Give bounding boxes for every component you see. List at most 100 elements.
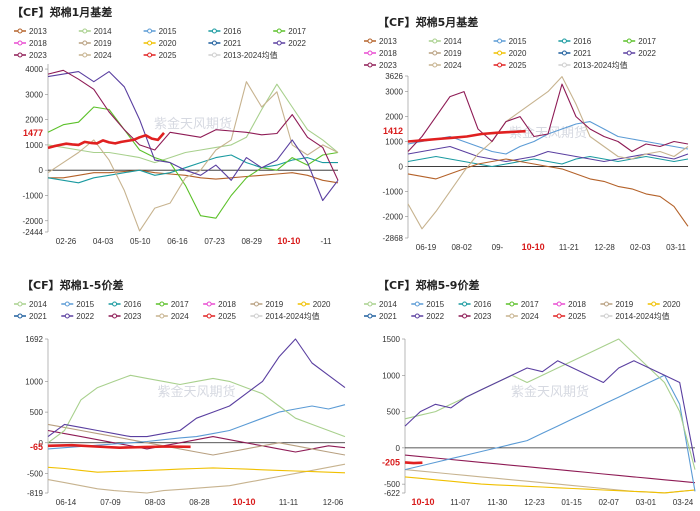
x-tick-label: 08-02	[451, 243, 472, 252]
legend-item-2013-2024: 2013-2024均值	[558, 60, 628, 70]
legend-item-2021: 2021	[558, 49, 592, 58]
series-line-2022	[47, 71, 339, 202]
legend-marker	[462, 301, 468, 307]
legend-marker	[64, 313, 70, 319]
x-tick-label: 10-10	[232, 497, 255, 507]
y-tick-label: 2000	[25, 116, 43, 125]
legend-item-2022: 2022	[273, 39, 307, 48]
series-line-2022	[404, 360, 696, 463]
legend-item-2023: 2023	[364, 61, 397, 70]
legend-marker	[301, 301, 307, 307]
y-tick-label: 1000	[385, 138, 403, 147]
legend-marker	[147, 28, 153, 34]
legend-label: 2017	[521, 300, 539, 309]
series-line-2025	[47, 132, 165, 150]
legend-marker	[253, 313, 259, 319]
legend-label: 2014	[29, 300, 47, 309]
legend-label: 2016	[223, 27, 241, 36]
chart-panel-jan-basis: 【CF】郑棉1月基差 2013 2014 2015 2016 2017 2018 2019 20…	[0, 0, 350, 255]
legend-item-2023: 2023	[458, 312, 492, 321]
legend-item-2018: 2018	[553, 300, 586, 309]
legend-label: 2024	[94, 51, 112, 60]
y-tick-label: -500	[27, 469, 44, 478]
legend-label: 2022	[288, 39, 306, 48]
series-line-2014	[47, 374, 346, 444]
legend-item-2014: 2014	[14, 300, 47, 309]
legend-item-2014: 2014	[78, 27, 112, 36]
legend-label: 2014	[444, 37, 462, 46]
x-tick-label: 05-10	[130, 237, 151, 246]
x-tick-label: 10-10	[411, 497, 434, 507]
legend-label: 2013-2024均值	[573, 60, 627, 70]
series-line-2023	[47, 429, 346, 453]
legend-label: 2013	[29, 27, 47, 36]
legend-item-2022: 2022	[623, 49, 657, 58]
series-line-2019	[47, 423, 346, 456]
legend-label: 2024	[171, 312, 189, 321]
legend-marker	[211, 40, 217, 46]
y-tick-label: 0	[399, 162, 404, 171]
series-line-2017	[47, 106, 339, 219]
legend-marker	[206, 301, 212, 307]
chart-svg-5-9-spread: 【CF】郑棉5-9价差 2014 2015 2016 2017 2018 2019 2020 2…	[364, 278, 696, 507]
legend-label: 2019	[444, 49, 462, 58]
x-tick-label: 07-23	[204, 237, 225, 246]
legend-marker	[367, 38, 373, 44]
legend-item-2016: 2016	[208, 27, 242, 36]
legend-item-2014-2024: 2014-2024均值	[250, 311, 320, 321]
legend-item-2020: 2020	[143, 39, 177, 48]
legend-label: 2023	[379, 61, 397, 70]
legend-label: 2015	[426, 300, 444, 309]
current-value-label: 1477	[23, 128, 43, 138]
legend-label: 2021	[379, 312, 397, 321]
y-tick-label: 500	[387, 408, 401, 417]
legend-item-2025: 2025	[203, 312, 236, 321]
legend-label: 2022	[638, 49, 656, 58]
legend-item-2015: 2015	[411, 300, 445, 309]
legend-label: 2022	[76, 312, 94, 321]
series-line-2022	[47, 338, 346, 438]
legend-label: 2020	[313, 300, 331, 309]
x-tick-label: 06-14	[56, 498, 77, 507]
legend-marker	[159, 313, 165, 319]
legend-item-2016: 2016	[558, 37, 592, 46]
x-tick-label: 11-11	[279, 498, 299, 507]
y-tick-label: 3000	[385, 88, 403, 97]
y-tick-label: -819	[27, 489, 44, 498]
legend-item-2017: 2017	[273, 27, 307, 36]
legend-marker	[497, 62, 503, 68]
y-tick-label: -2444	[23, 228, 44, 237]
legend-label: 2020	[509, 49, 527, 58]
x-tick-label: 03-11	[666, 243, 686, 252]
legend-marker	[17, 301, 23, 307]
x-tick-label: 12-06	[323, 498, 344, 507]
y-tick-label: 0	[39, 439, 44, 448]
legend-item-2021: 2021	[364, 312, 397, 321]
series-line-2024	[47, 463, 346, 494]
y-tick-label: 0	[396, 444, 401, 453]
series-line-2022	[407, 145, 689, 163]
legend-label: 2018	[379, 49, 397, 58]
series-line-2015	[47, 404, 346, 450]
legend-marker	[414, 313, 420, 319]
legend-item-2017: 2017	[155, 300, 189, 309]
x-tick-label: 01-15	[561, 498, 582, 507]
legend-item-2024: 2024	[428, 61, 462, 70]
legend-marker	[432, 38, 438, 44]
legend-marker	[626, 38, 632, 44]
legend-label: 2016	[573, 37, 591, 46]
legend-item-2018: 2018	[14, 39, 47, 48]
current-value-label: -205	[382, 458, 400, 468]
chart-panel-may-basis: 【CF】郑棉5月基差 2013 2014 2015 2016 2017 2018 2019 20…	[350, 0, 700, 255]
legend-label: 2017	[171, 300, 189, 309]
watermark-text: 紫金天风期货	[511, 384, 589, 399]
series-line-2020	[47, 466, 346, 474]
y-tick-label: 3000	[25, 90, 43, 99]
legend-item-2013-2024: 2013-2024均值	[208, 50, 278, 60]
series-line-2025	[47, 443, 191, 449]
legend-label: 2024	[444, 61, 462, 70]
legend-label: 2020	[159, 39, 177, 48]
legend-label: 2022	[426, 312, 444, 321]
x-tick-label: 11-21	[559, 243, 579, 252]
series-line-2024	[47, 81, 339, 232]
